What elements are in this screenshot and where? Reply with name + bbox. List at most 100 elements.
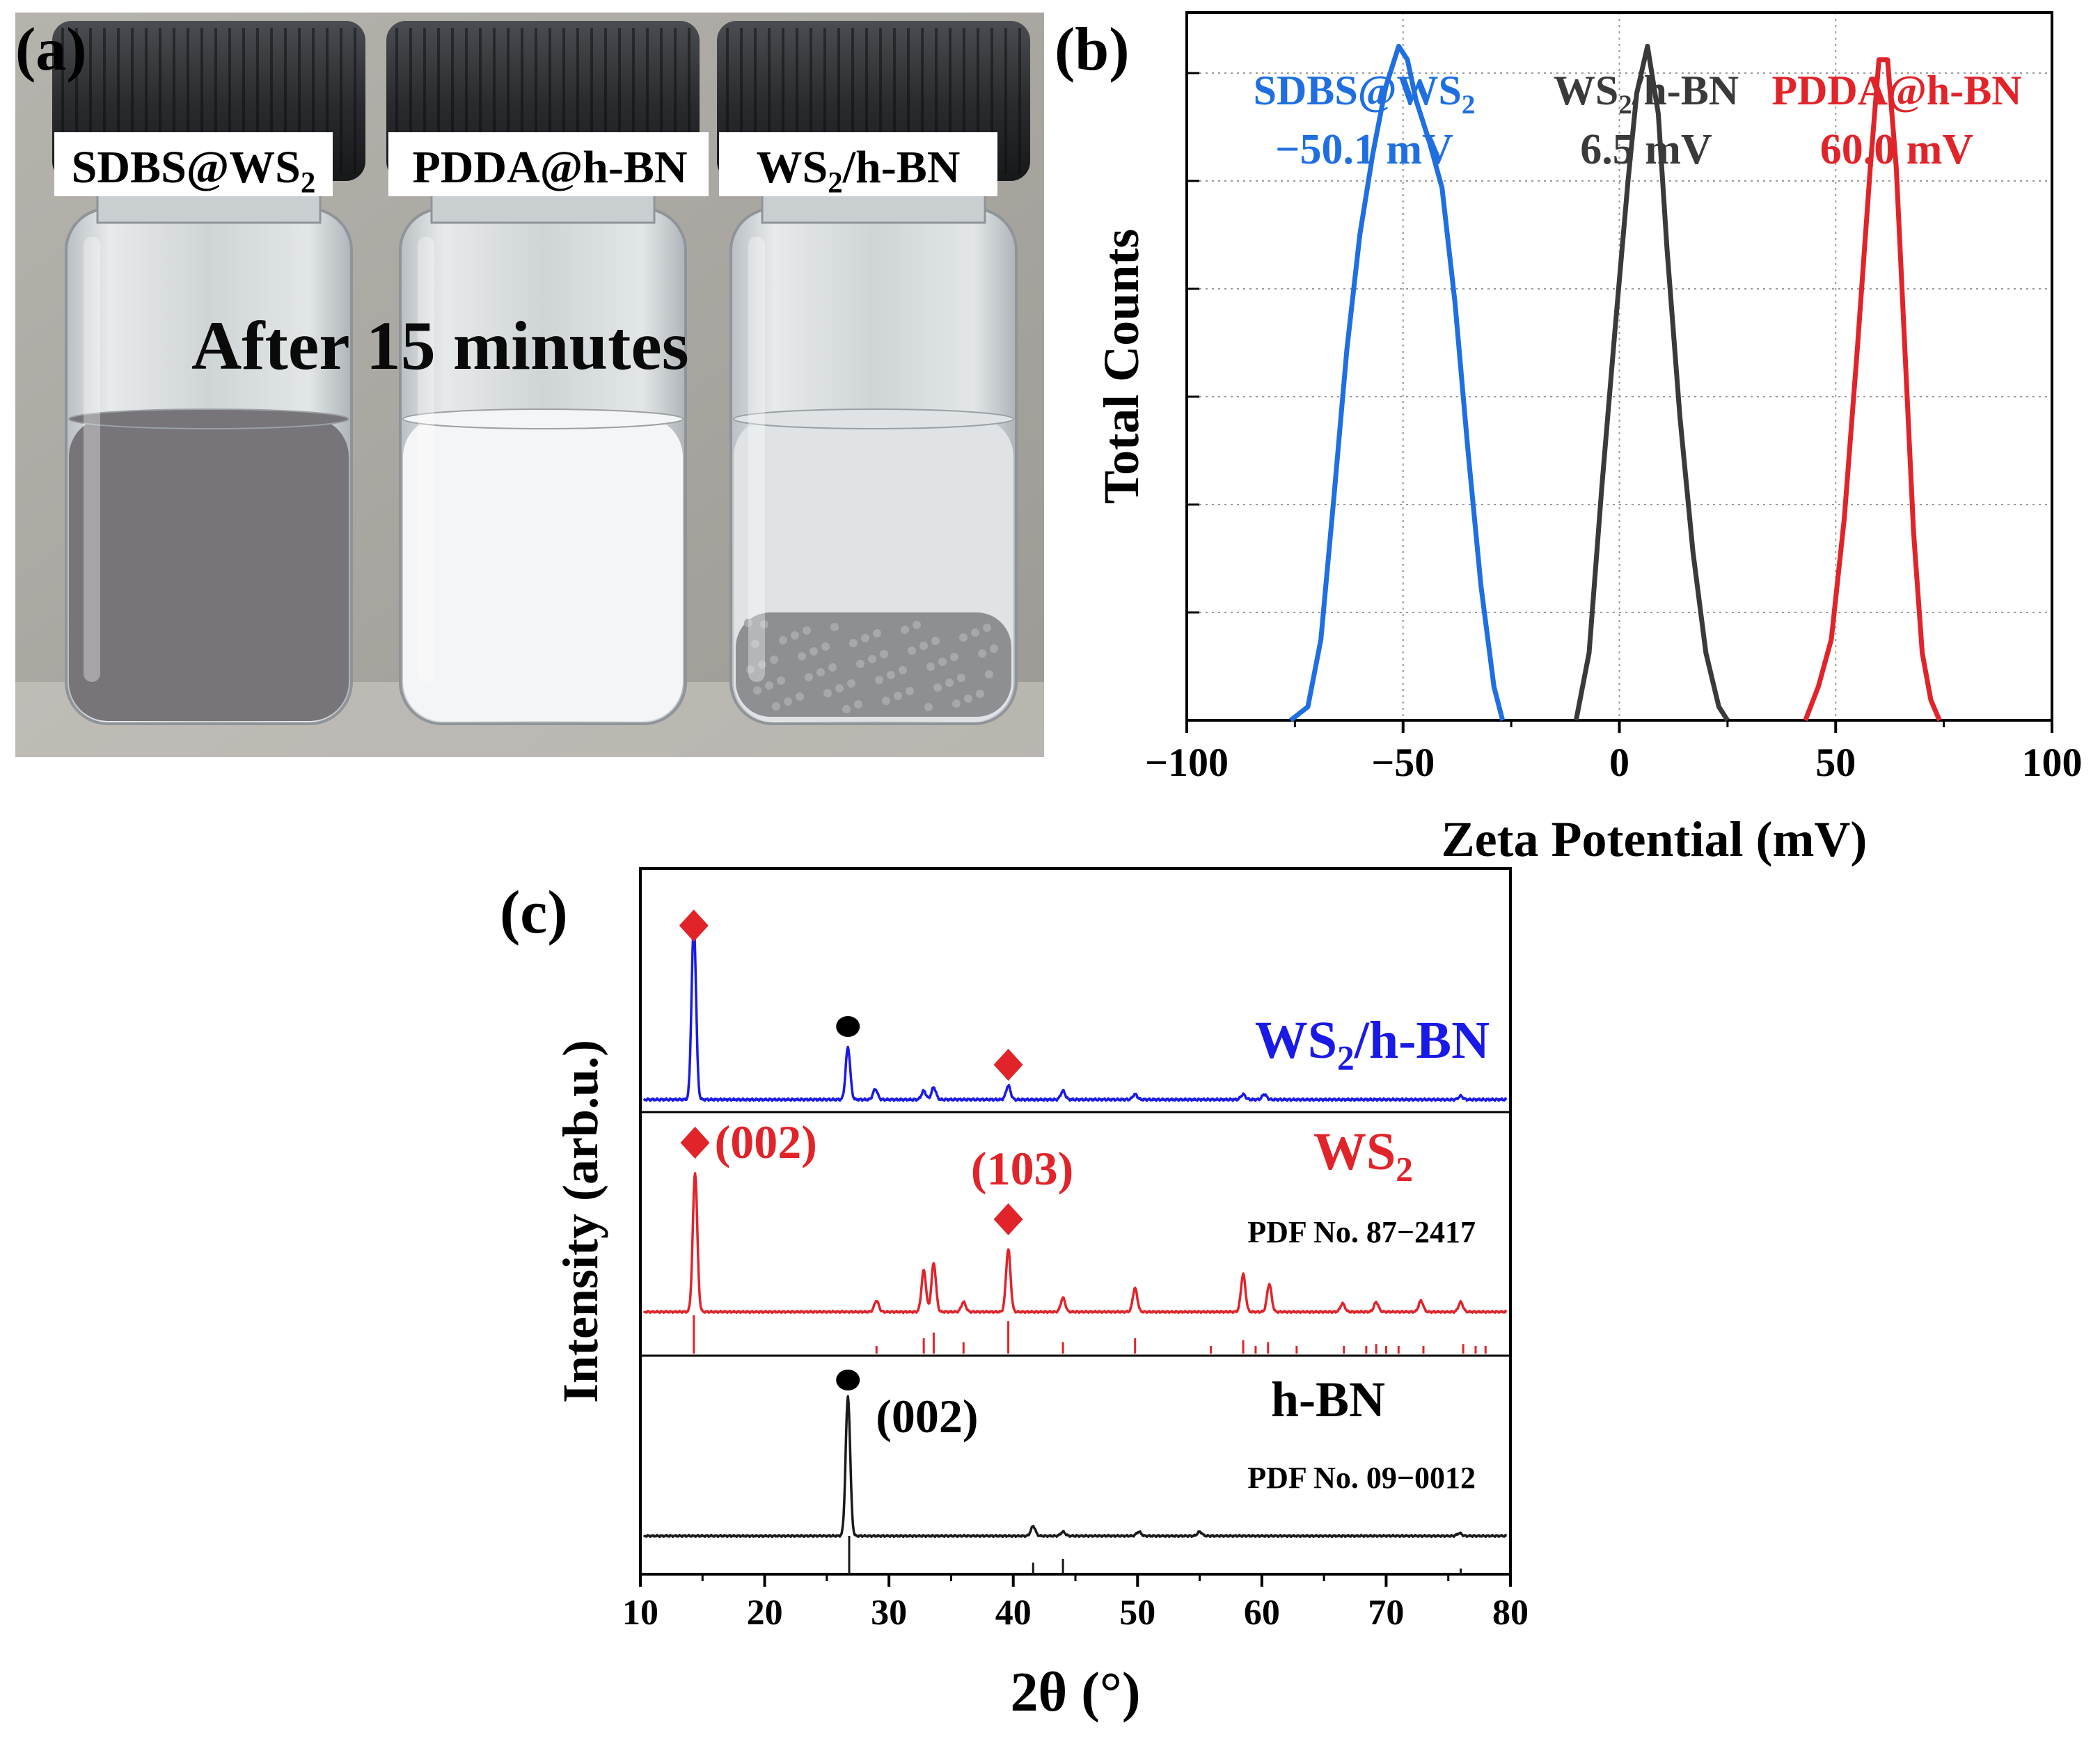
sediment-grain	[744, 619, 752, 627]
diamond-marker	[993, 1203, 1023, 1235]
sediment-grain	[959, 633, 968, 642]
x-tick-label: 20	[747, 1593, 783, 1633]
x-tick-label: −100	[1145, 740, 1229, 785]
sediment-grain	[913, 621, 921, 629]
series-label-main: WS	[1554, 68, 1618, 113]
sediment-grain	[823, 689, 832, 697]
series-label-tail: /h-BN	[1632, 68, 1739, 113]
sediment-grain	[978, 649, 986, 658]
circle-marker	[836, 1016, 860, 1037]
vial-highlight	[84, 237, 100, 682]
series-label-main: SDBS@WS	[1254, 68, 1462, 113]
sediment-grain	[931, 637, 940, 645]
vial-label-tail: /h-BN	[842, 142, 961, 193]
vial-label-main: WS	[757, 142, 828, 193]
sediment-grain	[842, 705, 851, 713]
sediment-grain	[856, 660, 865, 668]
x-tick-label: −50	[1371, 740, 1435, 785]
series-label-sub: 2	[1462, 90, 1476, 120]
sediment-grain	[830, 623, 839, 631]
sediment-grain	[964, 695, 972, 703]
sample-label: h-BN	[1271, 1372, 1385, 1427]
vial-2: PDDA@h-BN	[386, 21, 709, 725]
sediment-grain	[945, 679, 954, 687]
vial-group: SDBS@WS2 PDDA@h-BN WS2/h-BN	[52, 21, 1030, 725]
sediment-grain	[924, 703, 933, 711]
vial-liquid	[403, 418, 683, 721]
sediment-grain	[938, 658, 947, 666]
sediment-grain	[777, 676, 785, 685]
vial-meniscus	[402, 409, 684, 429]
circle-marker	[836, 1370, 860, 1390]
panel-a-tag: (a)	[15, 16, 87, 84]
vial-label-main: PDDA@h-BN	[412, 142, 687, 193]
vial-meniscus	[68, 409, 349, 429]
sediment-grain	[798, 652, 806, 660]
sediment-grain	[976, 690, 984, 698]
diamond-marker	[679, 910, 709, 942]
sediment-grain	[908, 647, 916, 655]
sediment-grain	[810, 647, 818, 656]
panel-b-zeta-chart: −100 −50 0 50 100 Zeta Potential (mV) Total Co…	[1055, 11, 2083, 867]
series-value-label: −50.1 mV	[1275, 126, 1453, 173]
series-label: SDBS@WS2	[1254, 68, 1476, 120]
sediment-grain	[796, 692, 804, 701]
sediment-grain	[770, 656, 778, 664]
vial-highlight	[748, 237, 765, 682]
sediment-grain	[887, 671, 895, 679]
vial-label-sub: 2	[828, 167, 842, 200]
sediment-grain	[880, 650, 888, 658]
vial-highlight	[418, 237, 434, 682]
sediment-grain	[816, 668, 825, 676]
vial-label-box	[388, 132, 709, 196]
vial-liquid	[69, 418, 349, 721]
vial-label-box	[719, 132, 997, 196]
sediment-grain	[983, 624, 991, 632]
sediment-grain	[990, 644, 998, 653]
sediment-grain	[950, 653, 958, 661]
sample-label-main: WS	[1255, 1011, 1337, 1070]
xrd-pattern-WS2	[642, 1172, 1508, 1315]
sediment-grain	[849, 639, 858, 647]
sediment-grain	[784, 697, 792, 706]
x-tick-label: 10	[622, 1593, 658, 1633]
sediment-grain	[926, 663, 935, 671]
vial-meniscus	[733, 409, 1014, 429]
xrd-pattern-WS2/h-BN	[642, 923, 1508, 1102]
sediment-grain	[758, 660, 766, 669]
sediment-grain	[854, 700, 862, 708]
sediment-grain	[803, 626, 811, 635]
sample-label: WS2/h-BN	[1255, 1011, 1490, 1077]
series-label: PDDA@h-BN	[1771, 68, 2021, 113]
sediment-grain	[805, 673, 813, 681]
x-tick-label: 100	[2022, 740, 2083, 785]
peak-index-label: (103)	[971, 1142, 1073, 1195]
peak-index-label: (002)	[715, 1116, 817, 1168]
series-line-SDBS@WS2	[1289, 43, 1506, 722]
sediment-grain	[894, 692, 902, 700]
vial-3: WS2/h-BN	[717, 21, 1030, 725]
sediment-grain	[957, 674, 965, 682]
sediment-grain	[779, 636, 787, 644]
x-axis-label: Zeta Potential (mV)	[1442, 811, 1868, 867]
sediment-grain	[753, 686, 761, 695]
vial-label-box	[54, 132, 333, 196]
sample-label: WS2	[1313, 1123, 1413, 1189]
sediment-grain	[828, 663, 837, 672]
sediment-grain	[821, 642, 830, 651]
x-axis-label: 2θ (°)	[1010, 1662, 1140, 1723]
sediment-grain	[868, 655, 876, 663]
x-tick-label: 40	[995, 1593, 1032, 1633]
sediment-grain	[835, 684, 844, 692]
vial-label-main: SDBS@WS	[72, 142, 301, 193]
sediment-grain	[875, 676, 883, 684]
vial-1: SDBS@WS2	[52, 21, 365, 725]
sediment-grain	[899, 666, 907, 674]
vial-sediment	[736, 612, 1011, 717]
sediment-grain	[765, 681, 773, 690]
diamond-marker	[680, 1127, 710, 1159]
series-label-sub: 2	[1618, 90, 1632, 120]
sediment-grain	[847, 679, 855, 688]
